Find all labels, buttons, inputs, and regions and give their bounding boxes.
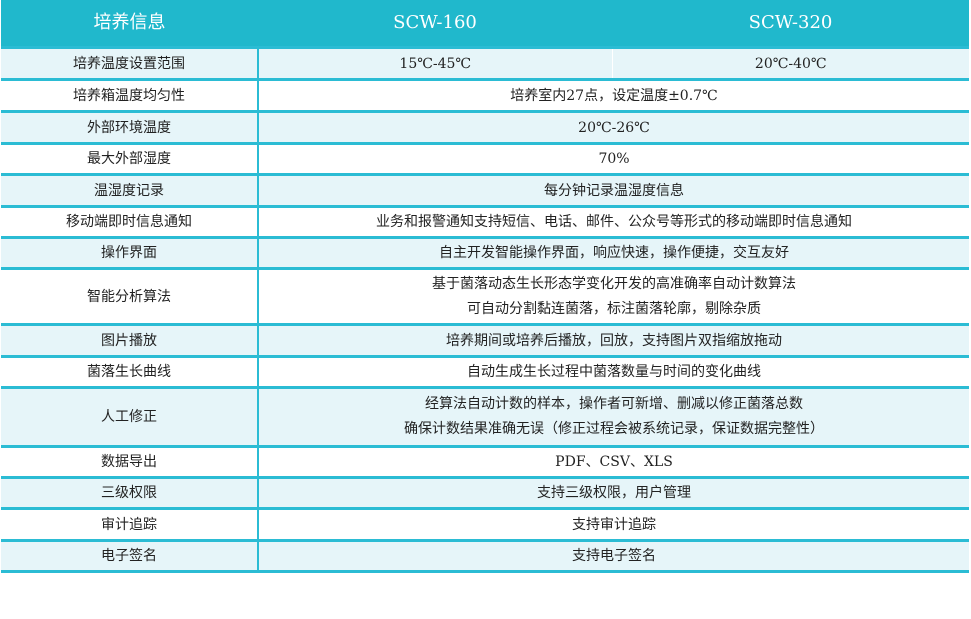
value-line: 支持电子签名: [572, 548, 656, 564]
row-label: 三级权限: [1, 476, 259, 509]
row-value: 培养期间或培养后播放，回放，支持图片双指缩放拖动: [258, 323, 969, 357]
value-line: PDF、CSV、XLS: [555, 454, 673, 470]
header-model-1: SCW-160: [258, 0, 612, 49]
row-label: 温湿度记录: [1, 173, 259, 207]
table-row: 审计追踪 支持审计追踪: [1, 507, 969, 541]
row-value: 支持审计追踪: [258, 507, 969, 541]
value-line: 培养期间或培养后播放，回放，支持图片双指缩放拖动: [446, 332, 782, 349]
table-row: 菌落生长曲线 自动生成生长过程中菌落数量与时间的变化曲线: [1, 355, 969, 388]
row-label: 移动端即时信息通知: [1, 205, 259, 238]
value-line: 20℃-26℃: [578, 119, 650, 136]
table-row: 外部环境温度 20℃-26℃: [1, 110, 969, 144]
row-value-model-2: 20℃-40℃: [612, 46, 969, 80]
spec-table: 培养信息 SCW-160 SCW-320 培养温度设置范围 15℃-45℃ 20℃-…: [1, 0, 969, 573]
row-label: 培养温度设置范围: [1, 46, 259, 80]
value-line: 业务和报警通知支持短信、电话、邮件、公众号等形式的移动端即时信息通知: [376, 214, 852, 230]
row-value-model-1: 15℃-45℃: [258, 46, 613, 80]
row-label: 培养箱温度均匀性: [1, 78, 259, 112]
value-line: 支持审计追踪: [572, 516, 656, 533]
table-row: 操作界面 自主开发智能操作界面，响应快速，操作便捷，交互友好: [1, 236, 969, 269]
row-label: 外部环境温度: [1, 110, 259, 144]
header-model-2: SCW-320: [612, 0, 969, 49]
value-line: 支持三级权限，用户管理: [537, 485, 691, 501]
row-value: 基于菌落动态生长形态学变化开发的高准确率自动计数算法 可自动分割黏连菌落，标注菌落…: [258, 267, 969, 325]
row-label: 数据导出: [1, 445, 259, 478]
row-label: 审计追踪: [1, 507, 259, 541]
header-row: 培养信息 SCW-160 SCW-320: [1, 0, 969, 49]
table-row: 智能分析算法 基于菌落动态生长形态学变化开发的高准确率自动计数算法 可自动分割黏连菌…: [1, 267, 969, 325]
table-row: 数据导出 PDF、CSV、XLS: [1, 445, 969, 478]
row-label: 电子签名: [1, 539, 259, 573]
row-value: 支持三级权限，用户管理: [258, 476, 969, 509]
header-label: 培养信息: [1, 0, 258, 49]
row-value: 每分钟记录温湿度信息: [258, 173, 969, 207]
table-row: 培养温度设置范围 15℃-45℃ 20℃-40℃: [1, 46, 969, 80]
row-label: 图片播放: [1, 323, 259, 357]
table-row: 图片播放 培养期间或培养后播放，回放，支持图片双指缩放拖动: [1, 323, 969, 357]
value-line: 可自动分割黏连菌落，标注菌落轮廓，剔除杂质: [467, 300, 761, 317]
table-row: 培养箱温度均匀性 培养室内27点，设定温度±0.7℃: [1, 78, 969, 112]
table-row: 最大外部湿度 70%: [1, 142, 969, 175]
row-value: PDF、CSV、XLS: [258, 445, 969, 478]
row-label: 菌落生长曲线: [1, 355, 259, 388]
row-value: 培养室内27点，设定温度±0.7℃: [258, 78, 969, 112]
row-label: 操作界面: [1, 236, 259, 269]
value-line: 自主开发智能操作界面，响应快速，操作便捷，交互友好: [439, 245, 789, 261]
row-value: 自主开发智能操作界面，响应快速，操作便捷，交互友好: [258, 236, 969, 269]
row-label: 最大外部湿度: [1, 142, 259, 175]
row-label: 智能分析算法: [1, 267, 259, 325]
row-value: 自动生成生长过程中菌落数量与时间的变化曲线: [258, 355, 969, 388]
row-value: 支持电子签名: [258, 539, 969, 573]
value-line: 经算法自动计数的样本，操作者可新增、删减以修正菌落总数: [425, 396, 803, 412]
row-value: 业务和报警通知支持短信、电话、邮件、公众号等形式的移动端即时信息通知: [258, 205, 969, 238]
row-value: 20℃-26℃: [258, 110, 969, 144]
value-line: 确保计数结果准确无误（修正过程会被系统记录，保证数据完整性）: [404, 421, 824, 437]
value-line: 培养室内27点，设定温度±0.7℃: [510, 87, 718, 104]
table-row: 移动端即时信息通知 业务和报警通知支持短信、电话、邮件、公众号等形式的移动端即时信…: [1, 205, 969, 238]
table-row: 温湿度记录 每分钟记录温湿度信息: [1, 173, 969, 207]
row-value: 经算法自动计数的样本，操作者可新增、删减以修正菌落总数确保计数结果准确无误（修正…: [258, 386, 969, 447]
row-label: 人工修正: [1, 386, 259, 447]
row-value: 70%: [258, 142, 969, 175]
value-line: 70%: [598, 151, 630, 167]
table-row: 三级权限 支持三级权限，用户管理: [1, 476, 969, 509]
value-line: 自动生成生长过程中菌落数量与时间的变化曲线: [467, 364, 761, 380]
table-row: 电子签名 支持电子签名: [1, 539, 969, 573]
value-line: 基于菌落动态生长形态学变化开发的高准确率自动计数算法: [432, 275, 796, 292]
value-line: 每分钟记录温湿度信息: [544, 182, 684, 199]
table-row: 人工修正 经算法自动计数的样本，操作者可新增、删减以修正菌落总数 确保计数结果准确无…: [1, 386, 969, 447]
